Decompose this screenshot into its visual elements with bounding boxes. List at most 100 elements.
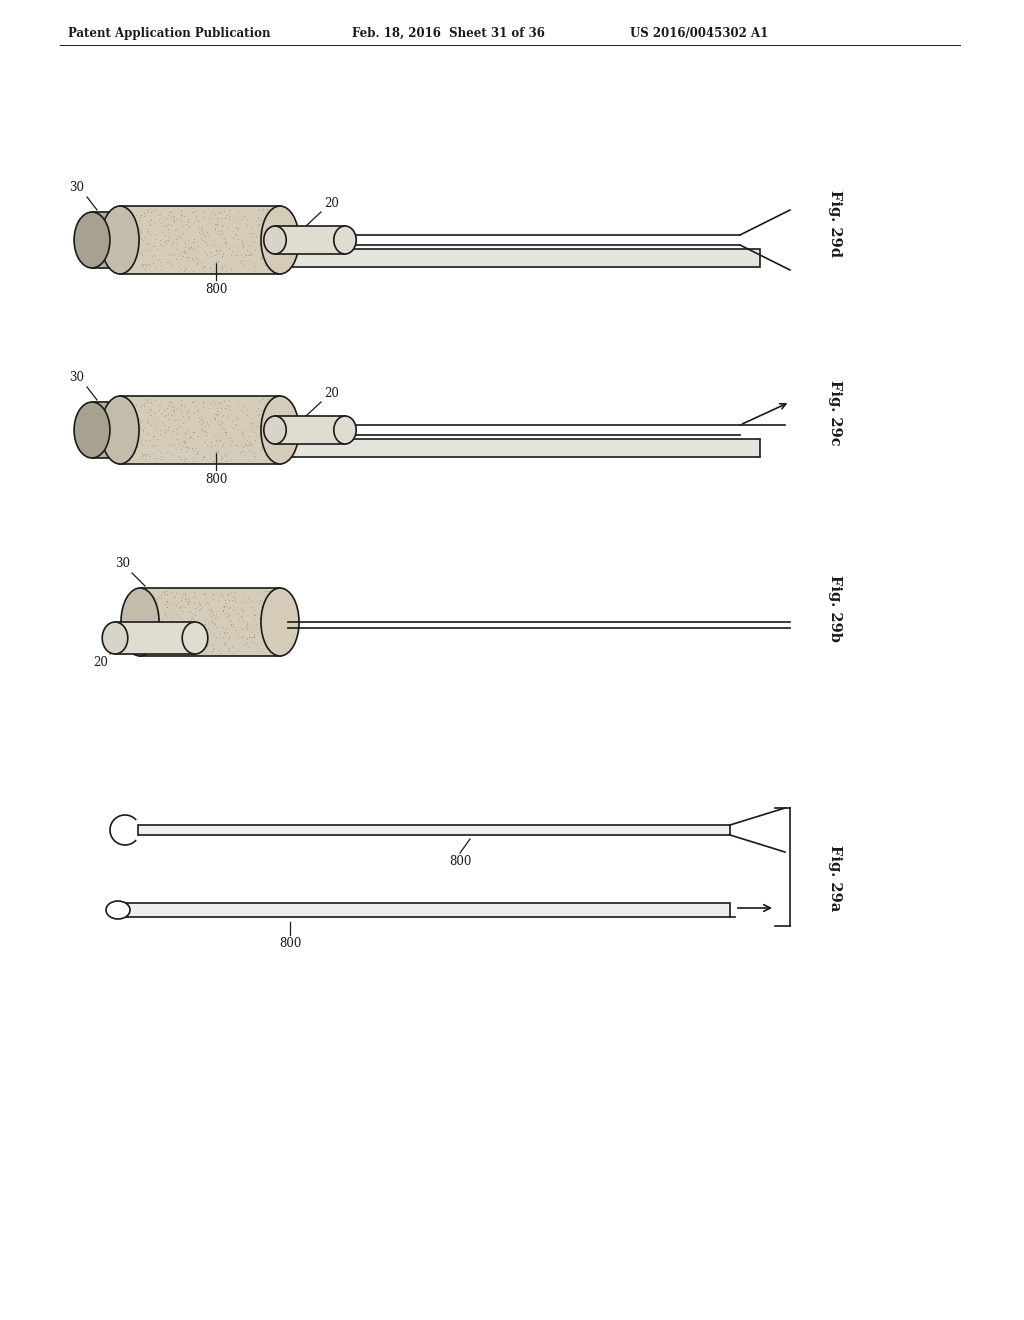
Point (183, 392, 200, 413)
Point (253, 411, 269, 432)
Point (266, 619, 283, 640)
Point (156, 215, 172, 236)
Point (260, 622, 276, 643)
Point (193, 620, 209, 642)
Point (255, 414, 271, 436)
Point (196, 256, 212, 277)
Point (210, 590, 226, 611)
Point (216, 231, 232, 252)
Point (164, 244, 180, 265)
Point (266, 256, 283, 277)
Point (196, 202, 212, 223)
Point (174, 246, 190, 267)
Point (158, 636, 174, 657)
Point (118, 434, 134, 455)
Point (208, 252, 224, 273)
Point (181, 425, 198, 446)
Point (205, 201, 221, 222)
Point (220, 640, 237, 661)
Point (194, 228, 210, 249)
Point (138, 219, 155, 240)
Point (234, 437, 251, 458)
Bar (115, 622, 195, 653)
Point (147, 228, 164, 249)
Point (160, 408, 176, 429)
Point (223, 447, 240, 469)
Point (208, 430, 224, 451)
Point (246, 231, 262, 252)
Point (165, 601, 181, 622)
Point (205, 391, 221, 412)
Point (220, 396, 237, 417)
Point (137, 607, 154, 628)
Point (177, 243, 194, 264)
Point (153, 587, 169, 609)
Point (152, 420, 168, 441)
Point (210, 249, 226, 271)
Point (140, 223, 157, 244)
Point (161, 634, 177, 655)
Point (148, 605, 165, 626)
Point (187, 396, 204, 417)
Point (207, 218, 223, 239)
Point (255, 611, 271, 632)
Point (261, 597, 278, 618)
Point (252, 399, 268, 420)
Point (250, 638, 266, 659)
Point (189, 400, 206, 421)
Point (139, 220, 156, 242)
Point (259, 388, 275, 409)
Point (262, 587, 279, 609)
Point (179, 247, 196, 268)
Point (189, 632, 206, 653)
Point (134, 253, 151, 275)
Point (240, 434, 256, 455)
Point (153, 441, 169, 462)
Point (126, 429, 142, 450)
Point (141, 429, 158, 450)
Point (187, 247, 204, 268)
Point (138, 610, 155, 631)
Point (187, 605, 204, 626)
Point (240, 632, 256, 653)
Point (212, 585, 228, 606)
Point (219, 407, 236, 428)
Point (242, 242, 258, 263)
Point (141, 239, 158, 260)
Point (150, 606, 166, 627)
Point (148, 414, 165, 436)
Point (252, 424, 268, 445)
Point (173, 393, 189, 414)
Point (144, 236, 161, 257)
Point (253, 220, 269, 242)
Point (224, 430, 241, 451)
Point (140, 413, 157, 434)
Point (179, 218, 196, 239)
Bar (92, 403, 120, 458)
Point (215, 601, 231, 622)
Point (212, 414, 228, 436)
Point (216, 391, 232, 412)
Point (229, 202, 246, 223)
Point (216, 421, 232, 442)
Point (217, 602, 233, 623)
Point (185, 440, 202, 461)
Point (212, 627, 228, 648)
Point (199, 635, 215, 656)
Point (176, 240, 193, 261)
Point (220, 389, 237, 411)
Point (183, 607, 200, 628)
Point (258, 428, 274, 449)
Point (134, 420, 151, 441)
Point (264, 388, 281, 409)
Point (234, 610, 251, 631)
Point (217, 632, 233, 653)
Point (154, 259, 170, 280)
Point (115, 202, 131, 223)
Point (166, 400, 182, 421)
Point (229, 392, 246, 413)
Point (229, 218, 246, 239)
Point (119, 210, 135, 231)
Point (164, 235, 180, 256)
Point (254, 591, 270, 612)
